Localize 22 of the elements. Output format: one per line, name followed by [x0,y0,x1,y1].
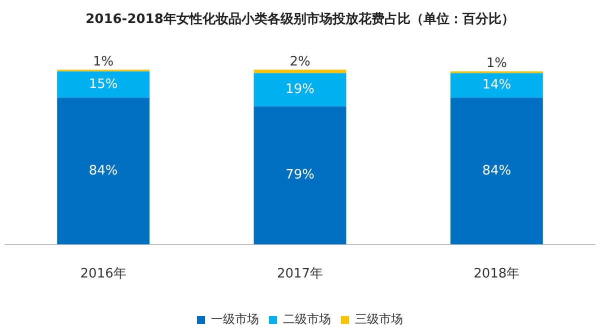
bar [57,98,150,244]
data-label: 15% [88,76,118,92]
bar [254,73,346,106]
legend-label: 一级市场 [211,312,259,326]
bar [450,98,543,244]
data-label: 2% [290,54,310,70]
bar [450,73,543,98]
legend-label: 二级市场 [283,312,331,326]
chart-title: 2016-2018年女性化妆品小类各级别市场投放花费占比（单位：百分比） [86,11,514,28]
data-label: 14% [482,78,512,93]
data-label: 79% [286,168,314,183]
data-label: 1% [486,56,507,72]
x-tick-label: 2018年 [474,266,520,282]
data-label: 84% [88,163,118,178]
bar [254,106,346,244]
legend-label: 三级市场 [355,312,403,326]
bar [57,71,150,98]
data-label: 19% [286,82,314,98]
data-label: 84% [482,163,512,178]
x-tick-label: 2016年 [80,266,126,282]
x-tick-label: 2017年 [276,266,324,282]
data-label: 1% [93,54,114,70]
